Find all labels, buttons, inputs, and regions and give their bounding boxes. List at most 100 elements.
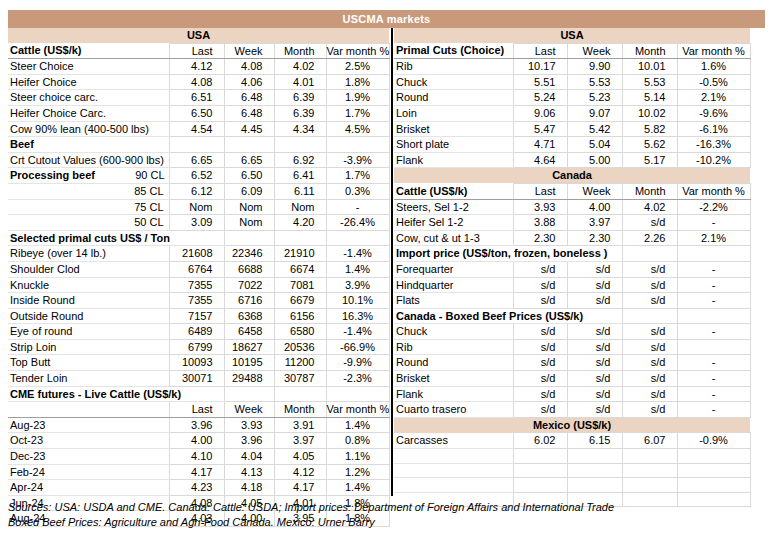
var-cell: - <box>677 371 750 387</box>
value-cell: 3.88 <box>513 215 567 231</box>
value-cell: 6.15 <box>567 433 622 449</box>
value-cell: s/d <box>567 371 622 387</box>
table-row: Apr-244.234.184.171.4% <box>8 480 389 496</box>
row-label-text: Carcasses <box>396 434 448 446</box>
table-row <box>394 463 750 478</box>
row-label: Carcasses <box>394 433 513 449</box>
table-row: Feb-244.174.134.121.2% <box>8 464 389 480</box>
value-cell: s/d <box>622 339 677 355</box>
row-label: Feb-24 <box>8 464 169 480</box>
value-cell <box>622 246 677 262</box>
value-cell: 7081 <box>274 277 326 293</box>
value-cell: 3.93 <box>224 417 274 433</box>
row-label: 75 CL <box>8 199 169 215</box>
row-label: Eye of round <box>8 324 169 340</box>
value-cell: 3.97 <box>274 433 326 449</box>
value-cell <box>622 463 677 478</box>
value-cell: 5.51 <box>513 74 567 90</box>
value-cell: 4.05 <box>274 449 326 465</box>
value-cell <box>677 308 750 324</box>
table-row: Shoulder Clod6764668866741.4% <box>8 261 389 277</box>
var-cell: -2.3% <box>326 371 389 387</box>
value-cell: 6156 <box>274 308 326 324</box>
table-row: Inside Round73556716667910.1% <box>8 293 389 309</box>
market-report-page: USCMA markets USACattle (US$/k)LastWeekM… <box>0 0 775 540</box>
row-label: Round <box>394 355 513 371</box>
left-table-body: USACattle (US$/k)LastWeekMonthVar month … <box>8 28 389 527</box>
var-cell: 3.9% <box>326 277 389 293</box>
row-label-text: Aug-23 <box>10 419 45 431</box>
row-label-text: Round <box>396 91 428 103</box>
value-cell: 5.24 <box>513 90 567 106</box>
value-cell: 3.96 <box>169 417 224 433</box>
row-label-text: Round <box>396 356 428 368</box>
row-label: Heifer Choice <box>8 74 169 90</box>
row-label: Heifer Choice Carc. <box>8 105 169 121</box>
row-label: Steer choice carc. <box>8 90 169 106</box>
table-divider-line <box>391 28 393 496</box>
table-row: Hindquarters/ds/ds/d- <box>394 277 750 293</box>
row-label-text: Steer choice carc. <box>10 91 98 103</box>
row-label-text: Eye of round <box>10 325 72 337</box>
value-cell: s/d <box>513 261 567 277</box>
row-label: Aug-23 <box>8 417 169 433</box>
value-cell: 6.09 <box>224 183 274 199</box>
value-cell: 10.01 <box>622 59 677 75</box>
value-cell <box>567 463 622 478</box>
row-label-text: Outside Round <box>10 310 83 322</box>
table-row: Cuarto traseros/ds/ds/d- <box>394 402 750 418</box>
row-label-text: Short plate <box>396 138 449 150</box>
table-row: Canada <box>394 168 750 184</box>
table-row: Beef <box>8 137 389 153</box>
table-row: Cattle (US$/k)LastWeekMonthVar month % <box>394 183 750 199</box>
var-cell: - <box>677 293 750 309</box>
section-band: USA <box>394 28 750 43</box>
value-cell <box>677 463 750 478</box>
table-row: Cow 90% lean (400-500 lbs)4.544.454.344.… <box>8 121 389 137</box>
var-cell: -1.4% <box>326 246 389 262</box>
value-cell: 4.08 <box>169 74 224 90</box>
value-cell <box>567 478 622 493</box>
value-cell: 5.14 <box>622 90 677 106</box>
row-label-text: Cuarto trasero <box>396 403 466 415</box>
var-cell: 1.7% <box>326 105 389 121</box>
var-cell: 2.1% <box>677 90 750 106</box>
value-cell: 6.65 <box>224 152 274 168</box>
row-label-text: Beef <box>10 138 34 150</box>
value-cell: 5.42 <box>567 121 622 137</box>
value-cell: 4.06 <box>224 74 274 90</box>
row-label: Processing beef90 CL <box>8 168 169 184</box>
column-header: Month <box>622 43 677 59</box>
row-group-label: Primal Cuts (Choice) <box>394 43 513 59</box>
row-label-text: Flats <box>396 294 420 306</box>
value-cell: s/d <box>622 215 677 231</box>
value-cell: s/d <box>567 277 622 293</box>
value-cell <box>513 449 567 464</box>
row-label-text: Inside Round <box>10 294 75 306</box>
table-row: Ribs/ds/ds/d <box>394 339 750 355</box>
column-header: Month <box>274 402 326 418</box>
value-cell: 4.23 <box>169 480 224 496</box>
var-cell: -66.9% <box>326 339 389 355</box>
value-cell <box>513 478 567 493</box>
table-row: Loin9.069.0710.02-9.6% <box>394 105 750 121</box>
table-row: Import price (US$/ton, frozen, boneless … <box>394 246 750 262</box>
value-cell: 10195 <box>224 355 274 371</box>
row-label: Short plate <box>394 137 513 153</box>
value-cell: 10093 <box>169 355 224 371</box>
table-row: Forequarters/ds/ds/d- <box>394 261 750 277</box>
value-cell: 4.54 <box>169 121 224 137</box>
value-cell: 5.47 <box>513 121 567 137</box>
value-cell: s/d <box>513 386 567 402</box>
value-cell: 4.00 <box>567 199 622 215</box>
value-cell: s/d <box>513 293 567 309</box>
value-cell: 4.45 <box>224 121 274 137</box>
table-row: Rounds/ds/ds/d- <box>394 355 750 371</box>
table-row: Round5.245.235.142.1% <box>394 90 750 106</box>
value-cell <box>326 386 389 402</box>
value-cell: 9.90 <box>567 59 622 75</box>
value-cell: 6.50 <box>224 168 274 184</box>
column-header: Week <box>224 402 274 418</box>
table-row: Flanks/ds/ds/d- <box>394 386 750 402</box>
column-header: Last <box>169 402 224 418</box>
